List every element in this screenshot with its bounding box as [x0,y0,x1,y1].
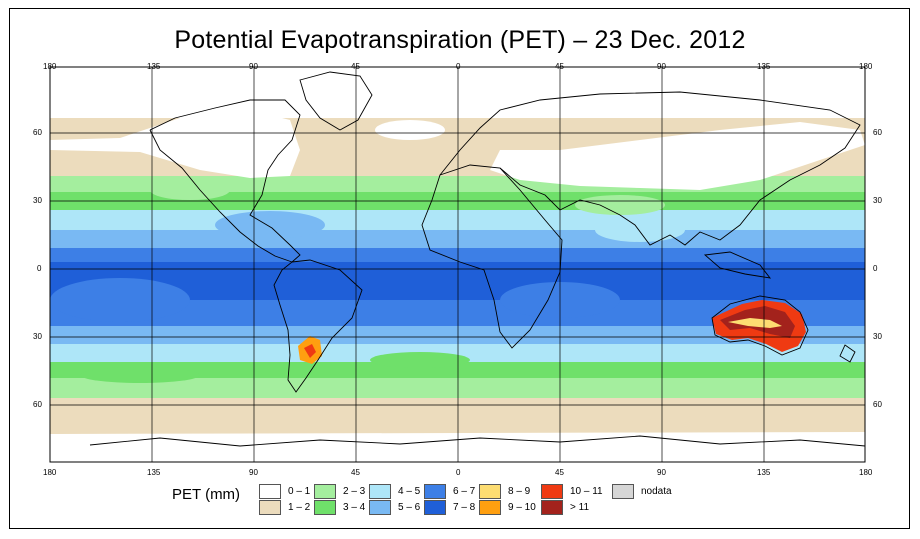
x-tick-bottom-7: 135 [757,468,771,477]
y-tick-right-30s: 30 [873,332,882,341]
x-tick-bottom-3: 45 [351,468,360,477]
legend-title: PET (mm) [172,486,241,503]
x-tick-bottom-8: 180 [859,468,873,477]
argentina-extreme [304,344,316,358]
figure-frame [9,8,910,529]
legend-swatch-4-5 [369,484,391,499]
x-tick-bottom-4: 0 [456,468,461,477]
legend-swatch-nodata [612,484,634,499]
legend-swatch-6-7 [424,484,446,499]
legend-label-9-10: 9 – 10 [508,502,536,513]
y-tick-right-30n: 30 [873,196,882,205]
patch-arabian-sea [595,218,685,242]
pet-field [50,67,865,462]
coast-africa [421,164,563,349]
legend-label-10-11: 10 – 11 [570,486,603,497]
legend-label-6-7: 6 – 7 [453,486,476,497]
x-tick-top-6: 90 [657,62,666,71]
patch-north-pacific [150,180,230,200]
legend-swatch-5-6 [369,500,391,515]
x-tick-bottom-6: 90 [657,468,666,477]
legend-label-7-8: 7 – 8 [453,502,476,513]
legend-swatch-10-11 [541,484,563,499]
x-tick-bottom-2: 90 [249,468,258,477]
legend-label-5-6: 5 – 6 [398,502,421,513]
legend-swatch-8-9 [479,484,501,499]
central-asia-patch [575,195,665,215]
coast-greenland [299,71,373,131]
legend-swatch-3-4 [314,500,336,515]
patch-caribbean [215,211,325,239]
eurasia-low-pet [490,122,865,190]
coast-new-zealand [839,344,856,363]
x-tick-top-8: 180 [859,62,873,71]
patch-north-atlantic-cold [375,120,445,140]
y-tick-right-60s: 60 [873,400,882,409]
legend-label-2-3: 2 – 3 [343,486,366,497]
map-title: Potential Evapotranspiration (PET) – 23 … [174,26,746,54]
north-america-low-pet [50,110,300,178]
graticule [50,67,865,462]
legend-swatch-0-1 [259,484,281,499]
coast-antarctica [89,435,865,447]
legend-swatch-7-8 [424,500,446,515]
x-tick-top-5: 45 [555,62,564,71]
legend-swatch-2-3 [314,484,336,499]
legend-label-0-1: 0 – 1 [288,486,311,497]
patch-south-pacific [80,367,200,383]
coast-north-america-west [149,129,293,263]
x-tick-bottom-0: 180 [43,468,57,477]
legend-label-8-9: 8 – 9 [508,486,531,497]
legend-label-3-4: 3 – 4 [343,502,366,513]
x-tick-top-7: 135 [757,62,771,71]
y-tick-left-30s: 30 [33,332,42,341]
legend-label-4-5: 4 – 5 [398,486,421,497]
coast-indonesia [703,251,772,279]
patch-south-atlantic [370,352,470,368]
legend-swatch-gt-11 [541,500,563,515]
coast-australia [711,295,809,356]
australia-8-9 [728,318,782,328]
legend-swatch-9-10 [479,500,501,515]
legend-label-1-2: 1 – 2 [288,502,311,513]
x-tick-top-2: 90 [249,62,258,71]
legend-label-nodata: nodata [641,486,672,497]
y-tick-left-60s: 60 [33,400,42,409]
legend-swatch-1-2 [259,500,281,515]
y-tick-right-0: 0 [873,264,878,273]
x-tick-top-1: 135 [147,62,161,71]
y-tick-left-60n: 60 [33,128,42,137]
coastlines [89,71,865,447]
x-tick-bottom-1: 135 [147,468,161,477]
y-tick-left-30n: 30 [33,196,42,205]
patch-pacific-east [50,278,190,322]
x-tick-top-0: 180 [43,62,57,71]
x-tick-top-4: 0 [456,62,461,71]
x-tick-bottom-5: 45 [555,468,564,477]
y-tick-right-60n: 60 [873,128,882,137]
coast-north-america [149,99,301,263]
x-tick-top-3: 45 [351,62,360,71]
coast-eurasia [439,91,861,246]
coast-south-america [273,259,363,393]
legend-label-gt-11: > 11 [570,502,589,513]
y-tick-left-0: 0 [37,264,42,273]
map-border [49,66,866,463]
